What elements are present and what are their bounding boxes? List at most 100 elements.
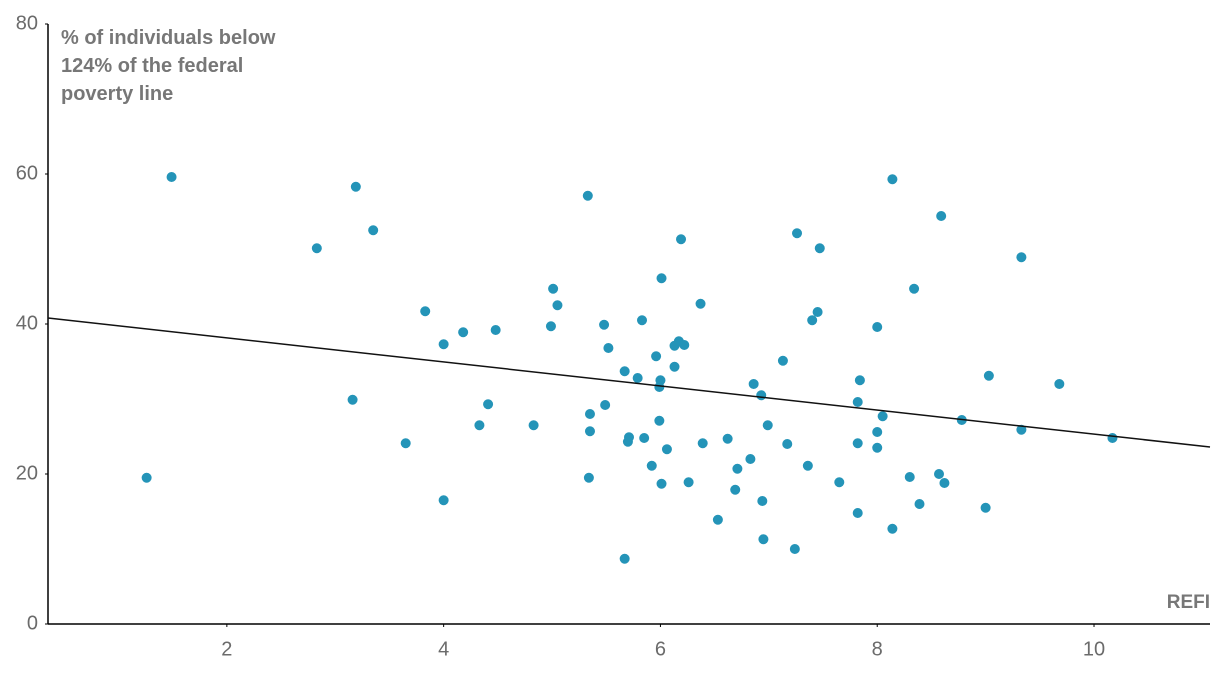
point — [745, 454, 756, 464]
point — [350, 181, 361, 192]
point — [583, 472, 594, 483]
point — [792, 228, 803, 239]
point — [980, 502, 991, 513]
point — [599, 319, 610, 330]
point — [654, 415, 665, 426]
point — [802, 460, 813, 471]
point — [904, 472, 915, 482]
point — [782, 439, 793, 449]
point — [548, 283, 559, 294]
point — [887, 174, 898, 185]
y-tick-label: 80 — [16, 12, 38, 34]
point — [914, 499, 925, 509]
point — [812, 307, 823, 317]
point — [854, 375, 865, 386]
x-tick-label: 2 — [221, 638, 232, 660]
point — [603, 343, 614, 353]
point — [639, 433, 650, 443]
point — [852, 438, 863, 449]
point — [552, 300, 563, 311]
x-tick-label: 10 — [1083, 638, 1105, 660]
point — [622, 436, 633, 447]
point — [438, 495, 449, 506]
point — [656, 273, 667, 284]
point — [545, 321, 556, 332]
point — [483, 399, 494, 410]
point — [712, 514, 723, 525]
y-tick-label: 60 — [16, 162, 38, 184]
point — [141, 472, 152, 483]
point — [637, 315, 648, 326]
point — [909, 283, 920, 294]
point — [814, 243, 825, 254]
point — [632, 373, 643, 383]
point — [400, 438, 411, 449]
point — [872, 442, 883, 453]
point — [983, 370, 994, 381]
point — [582, 190, 593, 201]
point — [936, 211, 947, 221]
point — [646, 460, 657, 471]
point — [600, 400, 611, 410]
point — [872, 427, 883, 437]
point — [748, 379, 759, 389]
point — [311, 243, 322, 254]
point — [619, 366, 630, 377]
point — [834, 477, 845, 488]
y-tick-label: 0 — [27, 612, 38, 634]
point — [934, 469, 945, 479]
point — [1054, 379, 1065, 389]
point — [661, 444, 672, 455]
point — [683, 477, 694, 488]
point — [758, 534, 769, 545]
point — [656, 478, 667, 489]
point — [852, 508, 863, 518]
point — [877, 411, 888, 422]
point — [528, 420, 539, 431]
point — [490, 325, 501, 335]
point — [166, 172, 177, 182]
point — [654, 382, 665, 392]
point — [757, 496, 768, 506]
point — [651, 351, 662, 362]
point — [584, 426, 595, 437]
point — [1107, 433, 1118, 443]
point — [619, 553, 630, 564]
point — [807, 315, 818, 326]
point — [584, 409, 595, 419]
x-tick-label: 8 — [872, 638, 883, 660]
point — [420, 306, 431, 317]
point — [676, 234, 687, 245]
point — [697, 438, 708, 449]
point — [756, 390, 767, 401]
point — [679, 340, 690, 350]
point — [669, 361, 680, 372]
x-tick-label: 6 — [655, 638, 666, 660]
point — [438, 339, 449, 350]
point — [458, 327, 469, 338]
point — [347, 394, 358, 405]
point — [939, 478, 950, 488]
y-tick-label: 20 — [16, 462, 38, 484]
point — [732, 463, 743, 474]
point — [777, 355, 788, 366]
point — [872, 322, 883, 332]
point — [887, 523, 898, 534]
point — [474, 420, 485, 431]
point — [695, 298, 706, 309]
point — [1016, 424, 1027, 435]
point — [722, 433, 733, 444]
y-axis-title: % of individuals below 124% of the feder… — [61, 27, 276, 105]
point — [852, 397, 863, 407]
point — [762, 420, 773, 431]
x-tick-label: 4 — [438, 638, 449, 660]
trend-line — [47, 317, 1211, 448]
point — [368, 225, 379, 236]
point — [789, 544, 800, 554]
x-axis-title: REFI — [1167, 592, 1210, 613]
point — [730, 484, 741, 495]
point — [1016, 252, 1027, 263]
y-tick-label: 40 — [16, 312, 38, 334]
